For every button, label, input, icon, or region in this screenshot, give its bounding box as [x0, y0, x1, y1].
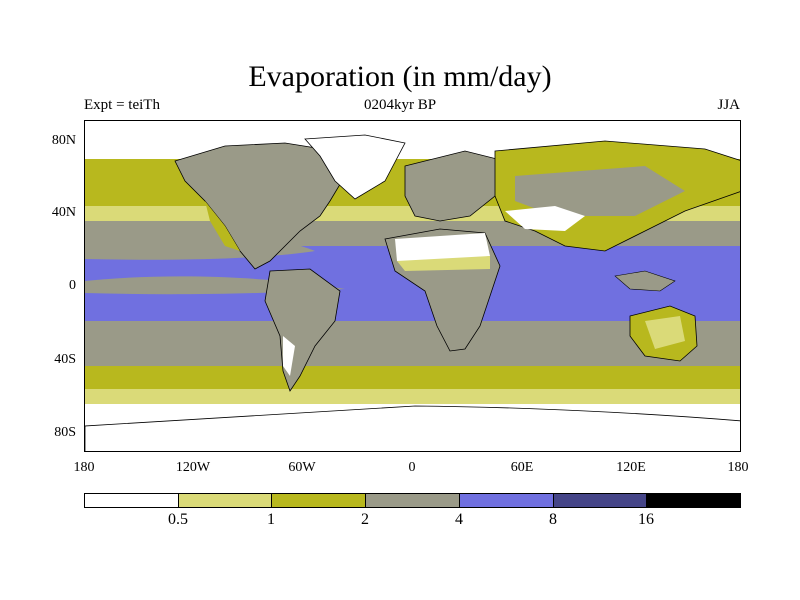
- asia-desert: [505, 206, 585, 231]
- lon-tick-180e: 180: [727, 460, 749, 475]
- colorbar-box-3: [272, 494, 367, 507]
- asia-interior: [515, 166, 685, 216]
- lon-tick-0: 0: [408, 460, 416, 475]
- north-america-west: [205, 201, 240, 251]
- colorbar-box-2: [178, 494, 273, 507]
- lat-tick-80s: 80S: [54, 425, 76, 440]
- australia-interior: [645, 316, 685, 349]
- lon-tick-60w: 60W: [288, 460, 316, 475]
- colorbar-label-0-5: 0.5: [168, 511, 188, 528]
- antarctica: [85, 405, 740, 451]
- map-canvas: [85, 121, 740, 451]
- greenland: [304, 134, 406, 200]
- lon-tick-120e: 120E: [616, 460, 646, 475]
- colorbar: [84, 493, 741, 508]
- lon-tick-180w: 180: [73, 460, 95, 475]
- season-label: JJA: [717, 97, 740, 113]
- colorbar-label-2: 2: [361, 511, 369, 528]
- colorbar-box-5: [459, 494, 554, 507]
- maritime-continent: [614, 270, 676, 292]
- colorbar-label-16: 16: [638, 511, 654, 528]
- colorbar-label-4: 4: [455, 511, 463, 528]
- evaporation-map: [84, 120, 741, 452]
- experiment-label: Expt = teiTh: [84, 97, 160, 113]
- colorbar-box-7: [647, 494, 741, 507]
- colorbar-box-1: [85, 494, 179, 507]
- andes-dry: [283, 336, 295, 376]
- lat-tick-40n: 40N: [51, 205, 76, 220]
- lat-tick-40s: 40S: [54, 352, 76, 367]
- lon-tick-120w: 120W: [175, 460, 211, 475]
- colorbar-label-1: 1: [267, 511, 275, 528]
- plot-title: Evaporation (in mm/day): [248, 60, 552, 93]
- sahel-band: [397, 256, 490, 271]
- colorbar-box-6: [553, 494, 648, 507]
- lat-tick-80n: 80N: [51, 133, 76, 148]
- sahara-dry: [395, 233, 490, 263]
- time-label: 0204kyr BP: [363, 97, 437, 113]
- lat-tick-0: 0: [69, 278, 76, 293]
- lon-tick-60e: 60E: [510, 460, 534, 475]
- europe: [404, 150, 506, 222]
- colorbar-label-8: 8: [549, 511, 557, 528]
- colorbar-box-4: [366, 494, 460, 507]
- south-light-band: [85, 389, 740, 407]
